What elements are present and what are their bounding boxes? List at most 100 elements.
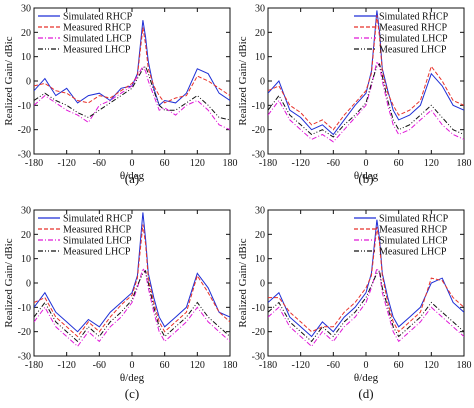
y-tick-label: 10	[255, 254, 265, 265]
y-tick-label: 10	[255, 52, 265, 63]
x-tick-label: 0	[130, 158, 135, 169]
legend-label: Measured RHCP	[379, 225, 447, 236]
series-line-measured-rhcp	[268, 15, 464, 131]
x-axis-label: θ/deg	[354, 372, 379, 384]
x-tick-label: 180	[457, 158, 472, 169]
x-tick-label: -60	[93, 360, 106, 371]
panel-label: (a)	[125, 171, 139, 186]
y-tick-label: 0	[26, 279, 31, 290]
x-tick-label: -180	[259, 158, 277, 169]
x-axis-label: θ/deg	[354, 170, 379, 182]
series-line-measured-lhcp	[268, 63, 464, 138]
legend-label: Simulated LHCP	[63, 34, 132, 45]
x-tick-label: 60	[160, 158, 170, 169]
x-tick-label: 60	[160, 360, 170, 371]
x-tick-label: -120	[291, 360, 309, 371]
y-axis-label: Realized Gain/ dBic	[237, 36, 249, 125]
y-tick-label: -10	[18, 303, 31, 314]
x-tick-label: -60	[327, 360, 340, 371]
y-tick-label: -30	[252, 352, 265, 363]
y-tick-label: 0	[260, 77, 265, 88]
legend-label: Simulated RHCP	[379, 214, 449, 225]
y-tick-label: 0	[260, 279, 265, 290]
legend-label: Simulated LHCP	[63, 236, 132, 247]
x-tick-label: 60	[394, 360, 404, 371]
legend-label: Simulated RHCP	[63, 12, 133, 23]
series-line-simulated-lhcp	[268, 60, 464, 143]
legend-label: Simulated RHCP	[379, 12, 449, 23]
y-tick-label: 20	[255, 28, 265, 39]
x-tick-label: 0	[130, 360, 135, 371]
legend-label: Measured RHCP	[63, 225, 131, 236]
x-axis-label: θ/deg	[120, 372, 145, 384]
x-tick-label: 0	[364, 360, 369, 371]
x-tick-label: 0	[364, 158, 369, 169]
y-tick-label: 20	[21, 28, 31, 39]
chart-panel-1: -180 -120 -60 0 60 120 180 -30 -20 -10 0 10 20 30 θ/de…	[3, 4, 238, 187]
series-line-simulated-lhcp	[34, 65, 230, 131]
y-tick-label: -10	[252, 303, 265, 314]
x-tick-label: 120	[424, 360, 439, 371]
chart-panel-2: -180 -120 -60 0 60 120 180 -30 -20 -10 0 10 20 30 θ/de…	[237, 4, 472, 187]
legend-label: Measured RHCP	[379, 23, 447, 34]
series-line-simulated-lhcp	[34, 267, 230, 348]
series-line-measured-lhcp	[34, 65, 230, 121]
y-tick-label: -30	[252, 150, 265, 161]
legend-label: Measured LHCP	[379, 247, 447, 258]
y-tick-label: -20	[18, 125, 31, 136]
y-tick-label: -20	[252, 125, 265, 136]
panel-label: (d)	[358, 386, 373, 401]
series-line-measured-rhcp	[268, 226, 464, 333]
series-line-measured-rhcp	[34, 27, 230, 104]
y-axis-label: Realized Gain/ dBic	[237, 238, 249, 327]
series-line-simulated-rhcp	[268, 10, 464, 136]
y-tick-label: -10	[252, 101, 265, 112]
x-tick-label: -180	[25, 360, 43, 371]
legend-label: Simulated LHCP	[379, 34, 448, 45]
y-tick-label: 30	[255, 206, 265, 217]
y-tick-label: 30	[21, 4, 31, 15]
y-tick-label: -20	[252, 327, 265, 338]
x-tick-label: 120	[190, 360, 205, 371]
panel-label: (b)	[358, 171, 373, 186]
x-tick-label: -180	[25, 158, 43, 169]
series-line-measured-rhcp	[34, 224, 230, 338]
y-tick-label: -30	[18, 150, 31, 161]
series-line-measured-lhcp	[268, 269, 464, 343]
x-tick-label: -120	[57, 158, 75, 169]
panel-label: (c)	[125, 386, 139, 401]
y-axis-label: Realized Gain/ dBic	[3, 36, 15, 125]
x-tick-label: -60	[93, 158, 106, 169]
x-tick-label: -120	[291, 158, 309, 169]
legend-label: Measured LHCP	[379, 45, 447, 56]
legend-label: Simulated RHCP	[63, 214, 133, 225]
legend-label: Measured LHCP	[63, 247, 131, 258]
x-tick-label: 120	[190, 158, 205, 169]
x-tick-label: 60	[394, 158, 404, 169]
legend-label: Simulated LHCP	[379, 236, 448, 247]
y-tick-label: 30	[21, 206, 31, 217]
legend-label: Measured RHCP	[63, 23, 131, 34]
y-tick-label: -10	[18, 101, 31, 112]
y-tick-label: -20	[18, 327, 31, 338]
chart-panel-4: -180 -120 -60 0 60 120 180 -30 -20 -10 0 10 20 30 θ/de…	[237, 206, 472, 402]
series-line-simulated-rhcp	[34, 212, 230, 333]
series-line-measured-lhcp	[34, 269, 230, 343]
y-tick-label: 20	[21, 230, 31, 241]
y-tick-label: 20	[255, 230, 265, 241]
y-tick-label: -30	[18, 352, 31, 363]
series-line-simulated-lhcp	[268, 267, 464, 348]
x-tick-label: -120	[57, 360, 75, 371]
x-tick-label: 120	[424, 158, 439, 169]
x-tick-label: 180	[223, 158, 238, 169]
x-tick-label: -180	[259, 360, 277, 371]
x-tick-label: 180	[457, 360, 472, 371]
legend-label: Measured LHCP	[63, 45, 131, 56]
x-tick-label: -60	[327, 158, 340, 169]
y-tick-label: 10	[21, 52, 31, 63]
